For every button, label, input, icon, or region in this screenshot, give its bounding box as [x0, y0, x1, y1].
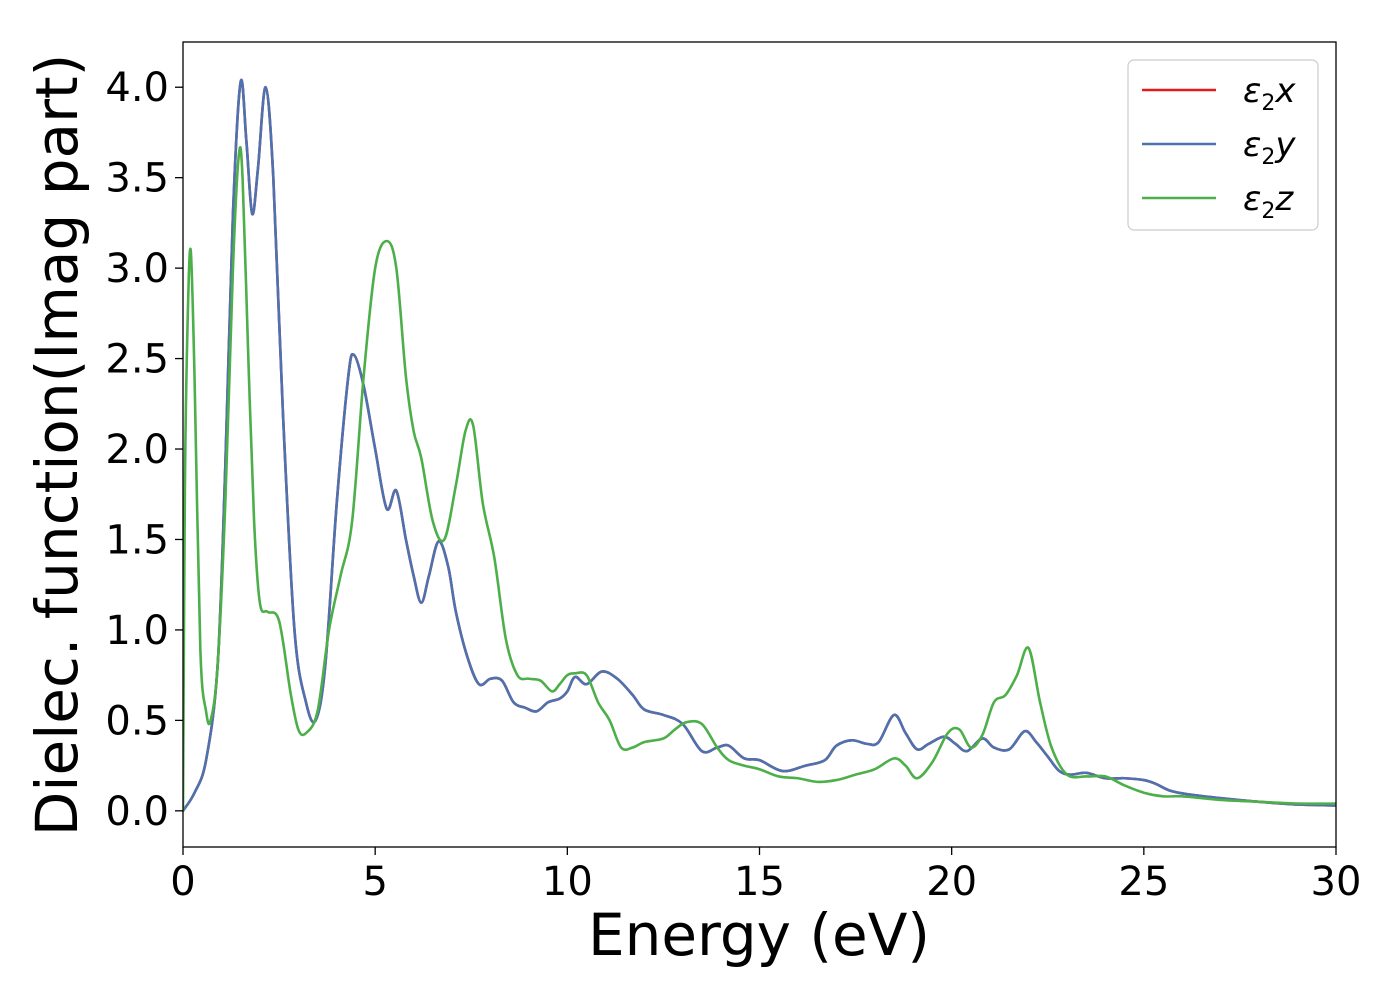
x-tick-label: 5 [362, 859, 387, 905]
legend: ε2x ε2y ε2z [1127, 59, 1319, 231]
series-line-z [183, 146, 1336, 813]
series-line-y [183, 78, 1336, 813]
legend-item-y: ε2y [1142, 125, 1296, 170]
y-tick-label: 4.0 [105, 65, 169, 111]
y-tick-label: 2.0 [105, 427, 169, 473]
series-layer [183, 78, 1336, 813]
legend-item-z: ε2z [1142, 179, 1294, 224]
x-tick-label: 25 [1118, 859, 1169, 905]
y-axis-ticks: 0.0 0.5 1.0 1.5 2.0 2.5 3.0 3.5 4.0 [105, 65, 183, 835]
x-tick-label: 10 [542, 859, 593, 905]
y-tick-label: 2.5 [105, 337, 169, 383]
y-tick-label: 3.5 [105, 156, 169, 202]
x-tick-label: 15 [734, 859, 785, 905]
y-tick-label: 0.0 [105, 789, 169, 835]
x-axis-label: Energy (eV) [588, 901, 930, 969]
y-tick-label: 3.0 [105, 246, 169, 292]
x-tick-label: 20 [926, 859, 977, 905]
legend-box [1127, 59, 1319, 231]
legend-label: ε2z [1243, 179, 1294, 224]
x-tick-label: 30 [1311, 859, 1362, 905]
legend-label: ε2x [1243, 71, 1296, 116]
y-tick-label: 0.5 [105, 698, 169, 744]
y-tick-label: 1.5 [105, 517, 169, 563]
legend-item-x: ε2x [1142, 71, 1296, 116]
legend-items: ε2x ε2y ε2z [1142, 71, 1296, 224]
legend-label: ε2y [1243, 125, 1296, 170]
x-tick-label: 0 [170, 859, 195, 905]
y-axis-label: Dielec. function(Imag part) [23, 54, 91, 837]
y-tick-label: 1.0 [105, 608, 169, 654]
x-axis-ticks: 0 5 10 15 20 25 30 [170, 847, 1361, 905]
